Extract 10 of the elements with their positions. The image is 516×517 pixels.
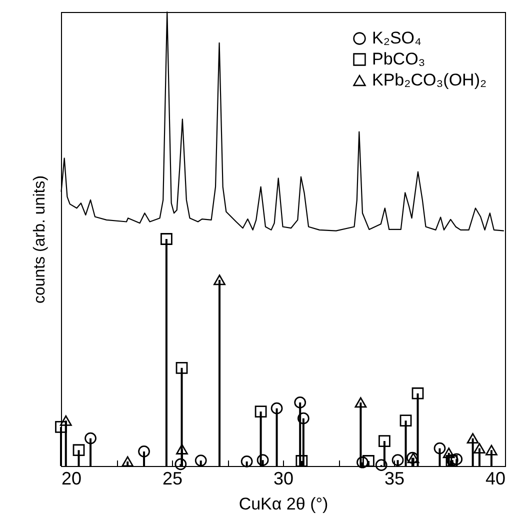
x-tick-label: 40 — [485, 468, 506, 488]
x-tick-label: 30 — [273, 468, 294, 488]
legend-label: PbCO₃ — [372, 50, 426, 68]
x-tick-label: 25 — [162, 468, 183, 488]
x-tick-label: 20 — [62, 468, 82, 488]
x-axis-title: CuKα 2θ (°) — [238, 494, 328, 514]
x-tick-label: 35 — [384, 468, 405, 488]
legend-label: K₂SO₄ — [372, 28, 422, 48]
legend-label: KPb₂CO₃(OH)₂ — [372, 70, 487, 90]
y-axis-title: counts (arb. units) — [32, 175, 48, 304]
